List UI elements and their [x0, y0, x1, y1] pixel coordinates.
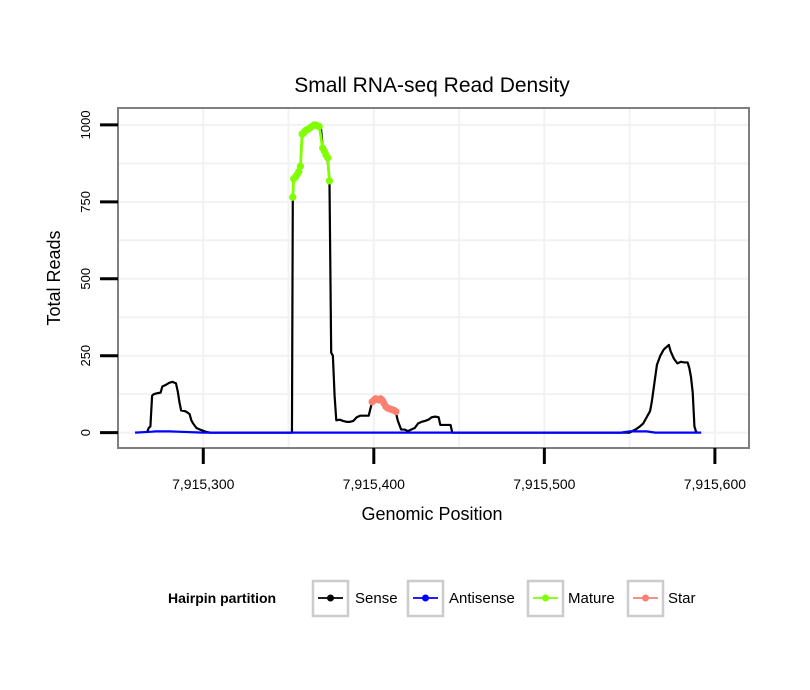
- legend-item-antisense: Antisense: [406, 579, 515, 618]
- legend-item-star: Star: [626, 579, 696, 618]
- y-tick-label: 0: [78, 429, 93, 436]
- data-point-mature: [295, 168, 303, 176]
- series-mature: [289, 121, 334, 201]
- axes: 7,915,300 7,915,400 7,915,500 7,915,600 0 250…: [78, 110, 746, 492]
- legend-label-antisense: Antisense: [449, 590, 515, 607]
- y-tick-label: 750: [78, 191, 93, 213]
- legend-label-star: Star: [668, 590, 696, 607]
- data-point-mature: [289, 193, 297, 201]
- legend-dot-star: [642, 594, 649, 602]
- data-point-mature: [296, 162, 305, 170]
- series-line-sense: [145, 123, 699, 434]
- x-tick-label: 7,915,300: [172, 476, 234, 492]
- legend-item-sense: Sense: [311, 579, 398, 618]
- data-point-mature: [324, 154, 332, 162]
- data-point-star: [392, 408, 400, 416]
- data-point-mature: [325, 177, 334, 185]
- legend-dot-sense: [327, 594, 334, 602]
- legend-label-mature: Mature: [568, 590, 615, 607]
- series-line-antisense: [134, 430, 702, 434]
- series-star: [368, 395, 400, 416]
- data-point-mature: [315, 122, 323, 131]
- legend-label-sense: Sense: [355, 590, 398, 607]
- y-tick-label: 250: [78, 345, 93, 367]
- x-tick-label: 7,915,500: [513, 476, 575, 492]
- legend: Hairpin partition Sense Antisense Mature…: [168, 579, 696, 618]
- y-tick-label: 500: [78, 268, 93, 290]
- x-tick-label: 7,915,600: [684, 476, 746, 492]
- x-tick-label: 7,915,400: [343, 476, 405, 492]
- x-axis-label: Genomic Position: [361, 504, 502, 524]
- legend-dot-antisense: [422, 594, 429, 602]
- legend-dot-mature: [542, 594, 549, 602]
- series-sense: [145, 123, 699, 434]
- series-antisense: [134, 430, 702, 434]
- legend-title: Hairpin partition: [168, 590, 276, 606]
- y-axis-label: Total Reads: [44, 230, 64, 325]
- y-tick-label: 1000: [78, 110, 93, 139]
- chart-title: Small RNA-seq Read Density: [294, 74, 570, 97]
- legend-item-mature: Mature: [526, 579, 615, 618]
- series-layer: [134, 121, 702, 434]
